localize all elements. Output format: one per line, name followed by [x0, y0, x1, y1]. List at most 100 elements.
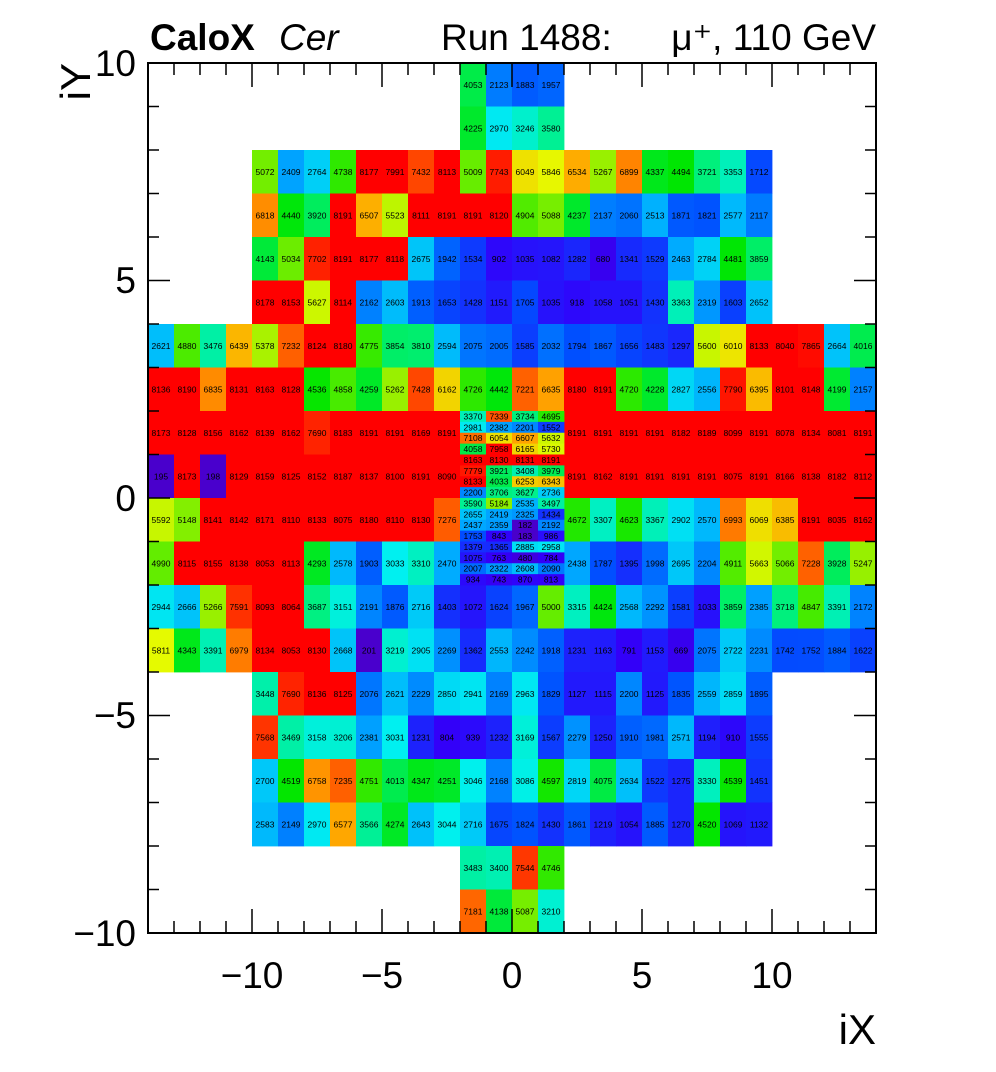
cell-value-label: 8183	[334, 428, 353, 438]
y-tick-labels: −10 −5 0 5 10	[73, 43, 136, 954]
cell-value-label: 8101	[776, 384, 795, 394]
cell-value-label: 4143	[256, 254, 275, 264]
heatmap-cell	[538, 541, 565, 553]
heatmap-cell	[746, 150, 773, 194]
cell-value-label: 182	[518, 520, 532, 530]
cell-value-label: 8141	[204, 515, 223, 525]
heatmap-cell	[850, 498, 877, 542]
cell-value-label: 3566	[360, 819, 379, 829]
heatmap-cell	[668, 585, 695, 629]
heatmap-cell	[252, 411, 279, 455]
heatmap-cell	[486, 508, 513, 521]
heatmap-cell	[460, 193, 487, 238]
cell-value-label: 1362	[464, 645, 483, 655]
heatmap-cell	[278, 411, 305, 455]
heatmap-cell	[356, 672, 383, 716]
title-channel: Cer	[279, 17, 340, 58]
heatmap-cell	[538, 552, 565, 564]
heatmap-cell	[720, 193, 747, 238]
y-tick-label: −10	[73, 913, 136, 954]
heatmap-cell	[278, 237, 305, 281]
cell-value-label: 8191	[750, 428, 769, 438]
cell-value-label: 2322	[490, 564, 509, 574]
heatmap-cell	[694, 454, 721, 499]
heatmap-cell	[694, 324, 721, 368]
heatmap-cell	[434, 802, 461, 847]
heatmap-cell	[460, 530, 487, 542]
cell-value-label: 1742	[776, 645, 795, 655]
heatmap-cell	[538, 150, 565, 194]
cell-value-label: 8191	[620, 428, 639, 438]
cell-value-label: 8138	[230, 558, 249, 568]
cell-value-label: 6395	[750, 384, 769, 394]
heatmap-cell	[278, 541, 305, 586]
heatmap-cell	[590, 541, 617, 586]
cell-value-label: 4775	[360, 341, 379, 351]
cell-value-label: 2608	[516, 564, 535, 574]
cell-value-label: 7428	[412, 384, 431, 394]
cell-value-label: 2559	[698, 689, 717, 699]
x-tick-label: 10	[751, 955, 792, 996]
cell-value-label: 8114	[334, 297, 353, 307]
cell-value-label: 5088	[542, 210, 561, 220]
cell-value-label: 4623	[620, 515, 639, 525]
cell-value-label: 1282	[568, 254, 587, 264]
heatmap-cell	[460, 367, 487, 412]
cell-value-label: 1529	[646, 254, 665, 264]
cell-value-label: 3044	[438, 819, 457, 829]
cell-value-label: 1967	[516, 602, 535, 612]
heatmap-cell	[226, 541, 253, 586]
cell-value-label: 8129	[230, 471, 249, 481]
heatmap-cell	[226, 454, 253, 499]
title-run: Run 1488:	[441, 17, 612, 58]
cell-value-label: 6979	[230, 645, 249, 655]
heatmap-cell	[772, 585, 799, 629]
cell-value-label: 1035	[516, 254, 535, 264]
cell-value-label: 2583	[256, 819, 275, 829]
cell-value-label: 4720	[620, 384, 639, 394]
heatmap-cell	[460, 563, 487, 575]
cell-value-label: 2668	[334, 645, 353, 655]
cell-value-label: 8182	[828, 471, 847, 481]
cell-value-label: 7690	[282, 689, 301, 699]
heatmap-cell	[304, 802, 331, 847]
cell-value-label: 5811	[152, 645, 171, 655]
cell-value-label: 7591	[230, 602, 249, 612]
heatmap-cell	[486, 237, 513, 281]
cell-value-label: 1675	[490, 819, 509, 829]
cell-value-label: 1082	[542, 254, 561, 264]
cell-value-label: 1151	[490, 297, 509, 307]
heatmap-cell	[512, 476, 539, 488]
heatmap-cell	[434, 367, 461, 412]
cell-value-label: 8152	[308, 471, 327, 481]
heatmap-cell	[720, 585, 747, 629]
cell-value-label: 1585	[516, 341, 535, 351]
cell-value-label: 7991	[386, 167, 405, 177]
cell-value-label: 7235	[334, 776, 353, 786]
cell-value-label: 1403	[438, 602, 457, 612]
heatmap-cell	[668, 324, 695, 368]
cell-value-label: 8191	[334, 210, 353, 220]
heatmap-cell	[668, 150, 695, 194]
heatmap-cell	[694, 411, 721, 455]
heatmap-cell	[382, 324, 409, 368]
heatmap-cell	[148, 367, 175, 412]
cell-value-label: 8124	[308, 341, 327, 351]
heatmap-cell	[330, 150, 357, 194]
heatmap-cell	[798, 454, 825, 499]
cell-value-label: 2695	[672, 558, 691, 568]
heatmap-cell	[356, 454, 383, 499]
cell-value-label: 4033	[490, 477, 509, 487]
cell-value-label: 2292	[646, 602, 665, 612]
heatmap-cell	[408, 498, 435, 542]
heatmap-cell	[720, 367, 747, 412]
cell-value-label: 2850	[438, 689, 457, 699]
heatmap-cell	[486, 563, 513, 575]
heatmap-cell	[174, 411, 201, 455]
cell-value-label: 2571	[672, 732, 691, 742]
cell-value-label: 8142	[230, 515, 249, 525]
heatmap-cell	[512, 530, 539, 542]
heatmap-cell	[460, 715, 487, 760]
heatmap-cell	[226, 367, 253, 412]
heatmap-cell	[330, 715, 357, 760]
